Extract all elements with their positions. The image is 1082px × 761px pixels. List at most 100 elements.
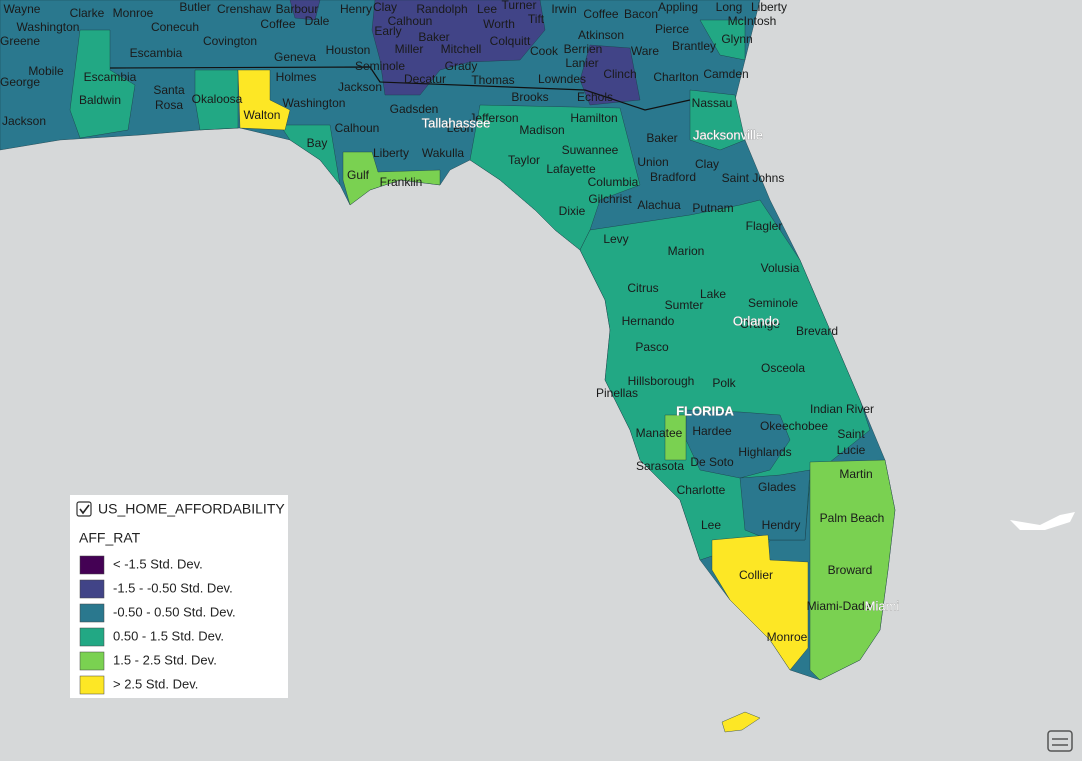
- county-label: Worth: [483, 17, 515, 31]
- basemap-icon[interactable]: [1047, 730, 1073, 752]
- region-green: [279, 124, 341, 186]
- region-yellow: [721, 711, 761, 733]
- county-label: Highlands: [738, 445, 791, 459]
- county-label: Manatee: [636, 426, 683, 440]
- county-label: Collier: [739, 568, 773, 582]
- county-label: Columbia: [588, 175, 639, 189]
- county-label: Bacon: [624, 7, 658, 21]
- county-label: Palm Beach: [820, 511, 885, 525]
- county-label: Monroe: [113, 6, 154, 20]
- region-green: [69, 29, 136, 139]
- county-label: Charlotte: [677, 483, 726, 497]
- county-label: Coffee: [260, 17, 295, 31]
- county-label: Lee: [701, 518, 721, 532]
- legend-label: 0.50 - 1.5 Std. Dev.: [113, 628, 224, 643]
- county-label: Pierce: [655, 22, 689, 36]
- county-label: Pinellas: [596, 386, 638, 400]
- city-label: Tallahassee: [422, 115, 491, 130]
- county-label: Ware: [631, 44, 660, 58]
- region-teal: [739, 469, 811, 541]
- county-label: Hendry: [762, 518, 801, 532]
- city-label: Miami: [865, 598, 900, 613]
- county-label: Thomas: [471, 73, 514, 87]
- county-label: Long: [716, 0, 743, 14]
- county-label: Rosa: [155, 98, 183, 112]
- county-label: Wayne: [4, 2, 41, 16]
- city-label: Orlando: [733, 313, 779, 328]
- legend-swatch: [79, 579, 105, 599]
- county-label: Polk: [712, 376, 736, 390]
- state-line: [109, 66, 691, 111]
- county-label: Charlton: [653, 70, 698, 84]
- county-label: Baker: [646, 131, 677, 145]
- county-label: Coffee: [583, 7, 618, 21]
- county-label: McIntosh: [728, 14, 777, 28]
- county-label: Brooks: [511, 90, 548, 104]
- region-lightgreen: [809, 459, 896, 681]
- county-label: Hardee: [692, 424, 732, 438]
- county-label: Madison: [519, 123, 564, 137]
- county-label: Wakulla: [422, 146, 465, 160]
- layer-checkbox[interactable]: [76, 501, 92, 517]
- county-label: Nassau: [692, 96, 733, 110]
- region-lightgreen: [342, 151, 441, 206]
- island: [1010, 512, 1075, 530]
- county-label: Flagler: [746, 219, 783, 233]
- checkmark: [79, 504, 90, 515]
- county-label: Taylor: [508, 153, 540, 167]
- county-label: Irwin: [551, 2, 576, 16]
- county-label: Jefferson: [469, 111, 518, 125]
- county-label: Saint Johns: [722, 171, 785, 185]
- county-label: Liberty: [751, 0, 787, 14]
- county-label: Calhoun: [388, 14, 433, 28]
- county-label: Citrus: [627, 281, 658, 295]
- county-label: Brevard: [796, 324, 838, 338]
- county-label: Pasco: [635, 340, 669, 354]
- county-label: Grady: [445, 59, 478, 73]
- county-label: Liberty: [373, 146, 409, 160]
- county-label: Dixie: [559, 204, 586, 218]
- region-purple: [579, 44, 641, 106]
- county-label: Sarasota: [636, 459, 684, 473]
- county-label: Glades: [758, 480, 796, 494]
- legend-swatch: [79, 651, 105, 671]
- county-label: Barbour: [276, 2, 319, 16]
- county-label: Calhoun: [335, 121, 380, 135]
- region-yellow: [711, 534, 809, 671]
- county-label: Bay: [307, 136, 328, 150]
- region-purple: [289, 0, 321, 21]
- county-label: Walton: [244, 108, 281, 122]
- county-label: De Soto: [690, 455, 734, 469]
- county-label: Berrien: [564, 42, 603, 56]
- county-label: Washington: [283, 96, 346, 110]
- county-label: Miami-Dade: [807, 599, 872, 613]
- legend-label: < -1.5 Std. Dev.: [113, 556, 203, 571]
- county-label: Baldwin: [79, 93, 121, 107]
- legend-label: 1.5 - 2.5 Std. Dev.: [113, 652, 217, 667]
- county-label: Bradford: [650, 170, 696, 184]
- region-green: [194, 69, 239, 131]
- county-label: Lanier: [565, 56, 598, 70]
- region-yellow: [237, 69, 291, 131]
- county-label: Baker: [418, 30, 449, 44]
- legend-label: -1.5 - -0.50 Std. Dev.: [113, 580, 233, 595]
- county-label: Geneva: [274, 50, 316, 64]
- county-label: Mitchell: [441, 42, 482, 56]
- county-label: Jackson: [338, 80, 382, 94]
- county-label: Tift: [528, 12, 545, 26]
- county-label: Levy: [603, 232, 628, 246]
- county-label: Leon: [447, 121, 474, 135]
- county-label: Union: [637, 155, 668, 169]
- county-label: Seminole: [355, 59, 405, 73]
- county-label: Orange: [740, 317, 780, 331]
- county-label: Atkinson: [578, 28, 624, 42]
- region-lightgreen: [664, 414, 687, 461]
- county-label: Glynn: [721, 32, 752, 46]
- legend-label: > 2.5 Std. Dev.: [113, 676, 198, 691]
- county-label: Henry: [340, 2, 372, 16]
- region-green: [689, 89, 746, 151]
- county-label: Saint: [837, 427, 865, 441]
- county-label: Clinch: [603, 67, 636, 81]
- county-label: Conecuh: [151, 20, 199, 34]
- county-label: Decatur: [404, 72, 446, 86]
